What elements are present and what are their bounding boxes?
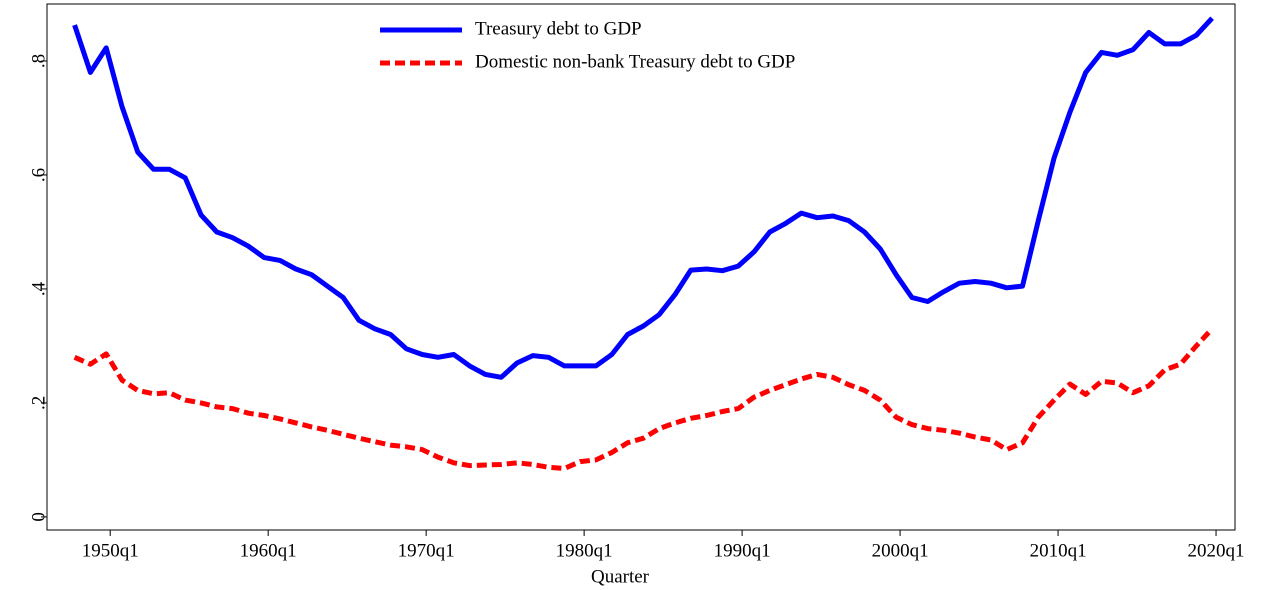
y-tick-label: .2 [28,396,49,410]
x-tick-label: 2010q1 [1030,540,1087,561]
plot-frame [46,3,1236,531]
x-tick-label: 1990q1 [714,540,771,561]
y-tick-label: .6 [28,168,49,182]
x-tick-label: 2000q1 [872,540,929,561]
x-tick-label: 2020q1 [1188,540,1245,561]
series-line [73,327,1214,471]
legend-label: Treasury debt to GDP [475,18,642,39]
x-tick-label: 1960q1 [240,540,297,561]
legend-label: Domestic non-bank Treasury debt to GDP [475,51,795,72]
y-tick-label: .4 [28,281,49,296]
x-axis-title: Quarter [591,566,650,587]
y-tick-label: 0 [28,512,49,522]
y-tick-label: .8 [28,54,49,68]
x-tick-label: 1950q1 [82,540,139,561]
x-tick-label: 1970q1 [398,540,455,561]
x-tick-label: 1980q1 [556,540,613,561]
series-line [72,16,1214,380]
